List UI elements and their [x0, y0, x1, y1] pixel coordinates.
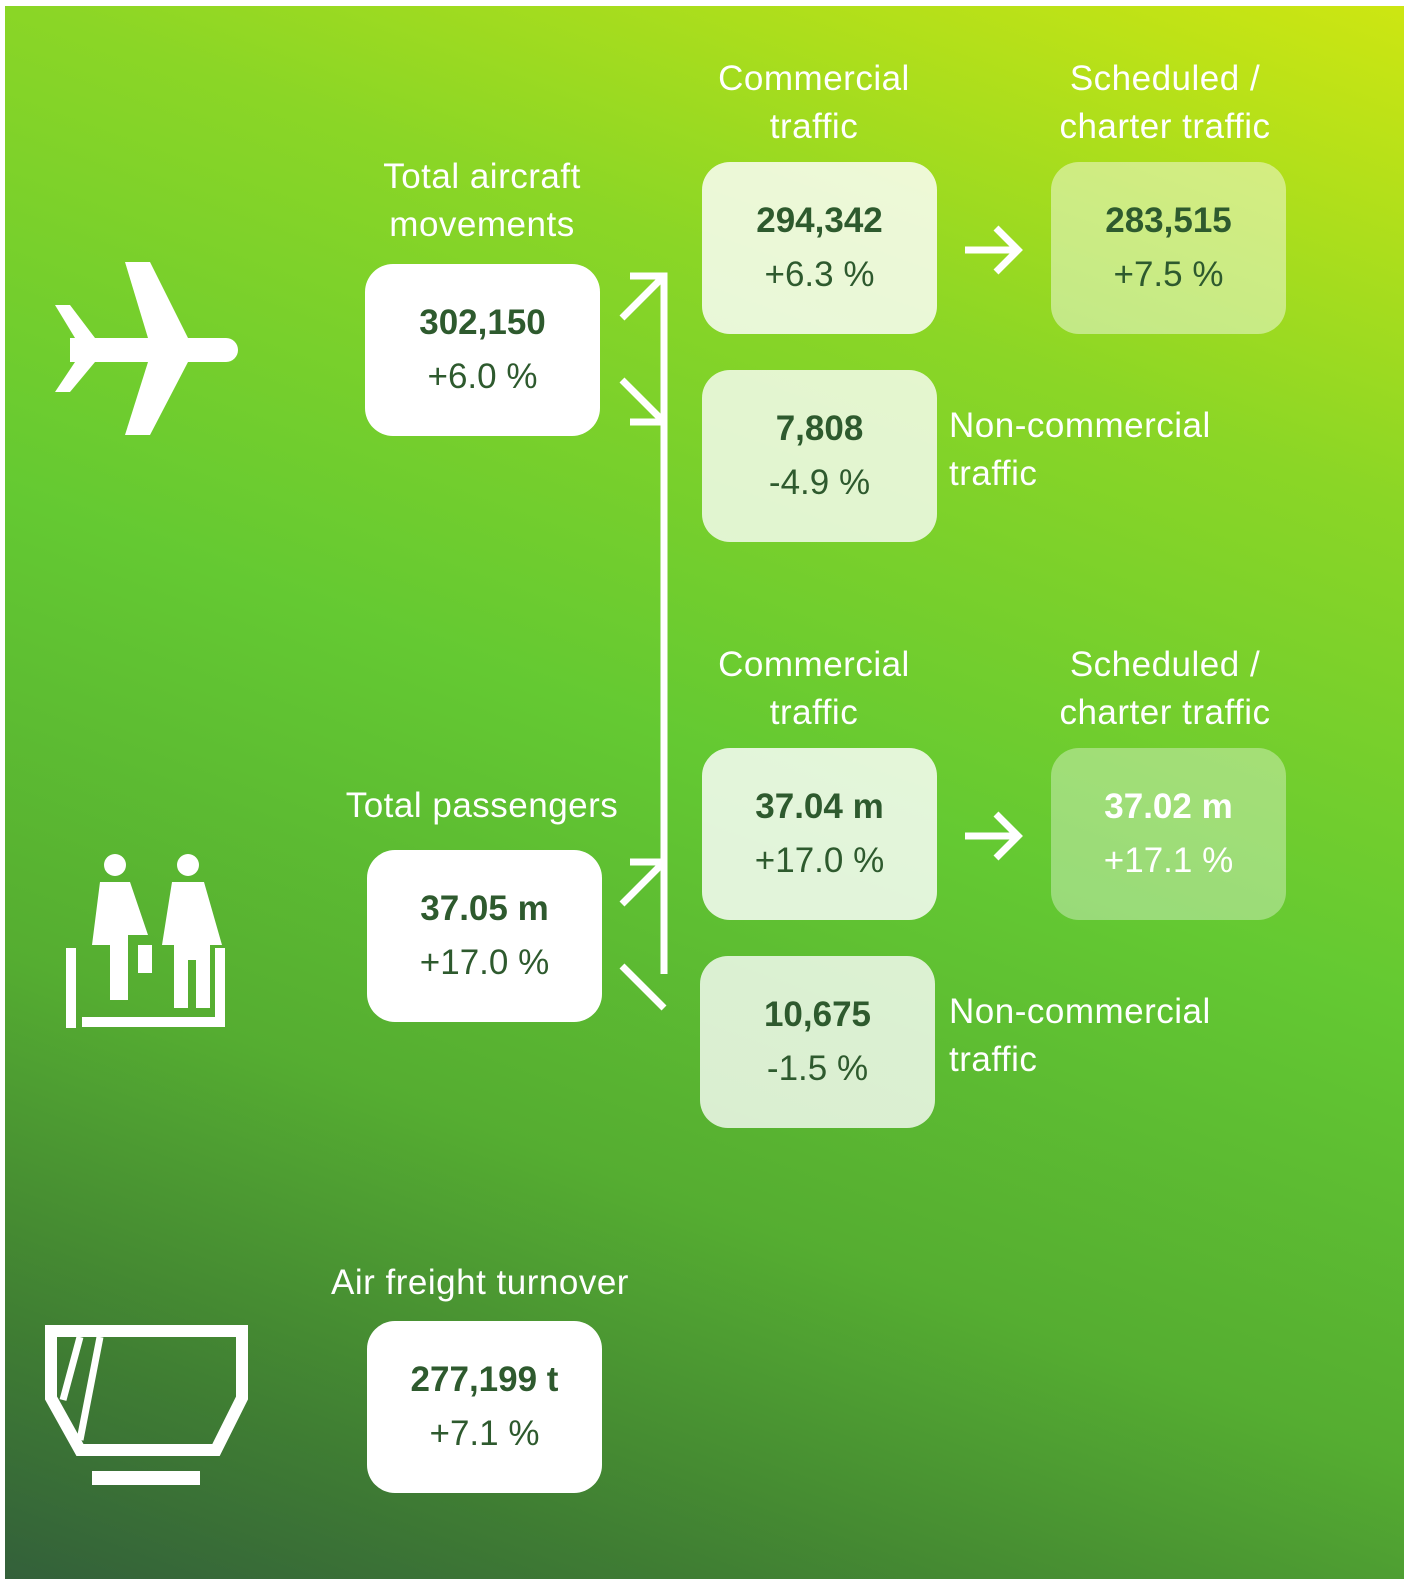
arrow-right	[965, 811, 1023, 861]
value-box: 294,342 +6.3 %	[702, 162, 937, 334]
label: Scheduled / charter traffic	[1059, 645, 1271, 732]
label: Commercial traffic	[718, 645, 910, 732]
icons	[45, 225, 1023, 1485]
arrow-up	[619, 272, 668, 321]
label: Total aircraft movements	[383, 157, 581, 244]
plane-icon	[55, 262, 238, 435]
value-box: 283,515 +7.5 %	[1051, 162, 1286, 334]
label: Air freight turnover	[331, 1263, 629, 1302]
value: 10,675	[763, 995, 872, 1034]
passengers-icon	[66, 854, 225, 1028]
label: Non-commercial traffic	[949, 406, 1211, 493]
value: 302,150	[419, 303, 546, 342]
change: -1.5 %	[766, 1049, 869, 1088]
arrow-down	[619, 418, 668, 1011]
change: +17.0 %	[754, 841, 885, 880]
value-box: 277,199 t +7.1 %	[367, 1321, 602, 1493]
value-box: 302,150 +6.0 %	[365, 264, 600, 436]
value-box: 7,808 -4.9 %	[702, 370, 937, 542]
change: +6.0 %	[427, 357, 538, 396]
change: +6.3 %	[764, 255, 875, 294]
value-box: 37.04 m +17.0 %	[702, 748, 937, 920]
change: -4.9 %	[768, 463, 871, 502]
change: +17.0 %	[419, 943, 550, 982]
freight-icon	[45, 1325, 248, 1485]
label: Scheduled / charter traffic	[1059, 59, 1271, 146]
label: Commercial traffic	[718, 59, 910, 146]
value-box: 37.02 m +17.1 %	[1051, 748, 1286, 920]
value: 37.02 m	[1104, 787, 1233, 826]
label: Non-commercial traffic	[949, 992, 1211, 1079]
value: 37.04 m	[755, 787, 884, 826]
change: +17.1 %	[1103, 841, 1234, 880]
change: +7.1 %	[429, 1414, 540, 1453]
value: 283,515	[1105, 201, 1232, 240]
value-box: 10,675 -1.5 %	[700, 956, 935, 1128]
arrow-right	[965, 225, 1023, 275]
value: 37.05 m	[420, 889, 549, 928]
arrow-down	[619, 377, 668, 426]
value: 277,199 t	[410, 1360, 559, 1399]
value: 294,342	[756, 201, 883, 240]
infographic: Total aircraft movements 302,150 +6.0 % Com…	[5, 6, 1404, 1579]
value-box: 37.05 m +17.0 %	[367, 850, 602, 1022]
change: +7.5 %	[1113, 255, 1224, 294]
label: Total passengers	[345, 786, 619, 825]
value: 7,808	[775, 409, 864, 448]
